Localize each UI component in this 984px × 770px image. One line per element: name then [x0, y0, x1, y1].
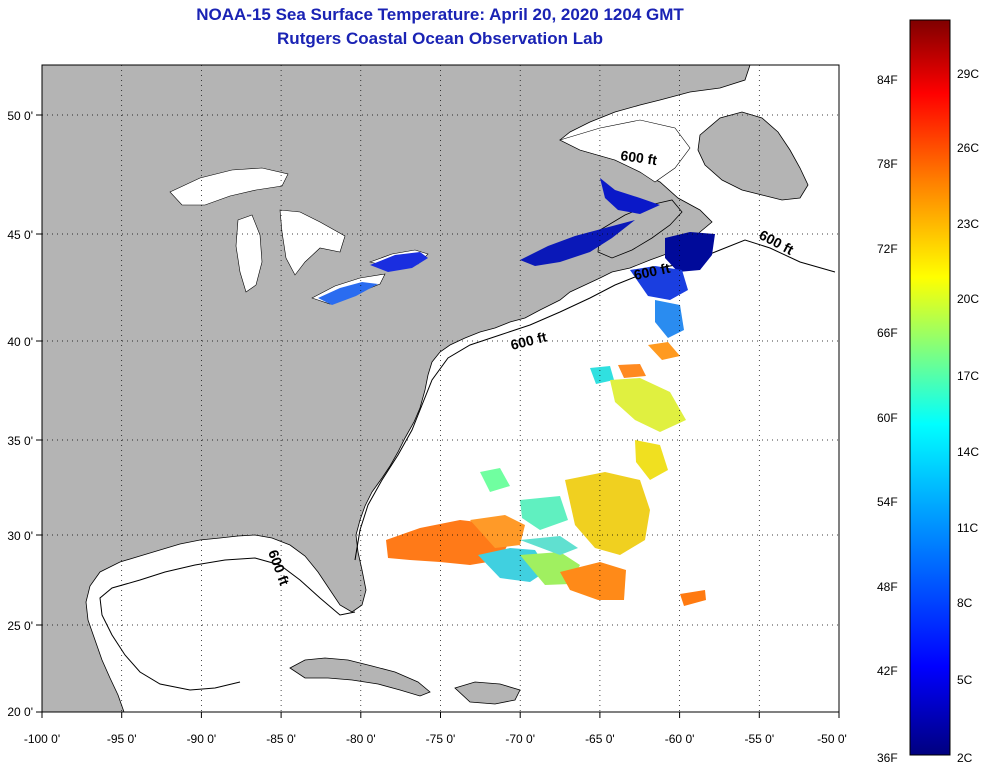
lon-tick-label: -70 0'	[505, 732, 535, 746]
hispaniola-land	[454, 681, 521, 705]
contour-label-gulf-st-lawrence: 600 ft	[620, 147, 659, 168]
lat-tick-label: 20 0'	[7, 705, 33, 719]
longitude-axis: -100 0' -95 0' -90 0' -85 0' -80 0' -75 …	[24, 712, 847, 746]
lat-tick-label: 30 0'	[7, 529, 33, 543]
lon-tick-label: -85 0'	[266, 732, 296, 746]
lon-tick-label: -55 0'	[744, 732, 774, 746]
lat-tick-label: 40 0'	[7, 335, 33, 349]
lon-tick-label: -95 0'	[107, 732, 137, 746]
lon-tick-label: -50 0'	[817, 732, 847, 746]
colorbar-c-label: 23C	[957, 217, 979, 231]
lon-tick-label: -65 0'	[585, 732, 615, 746]
lake-superior	[169, 167, 289, 206]
colorbar-f-label: 42F	[877, 664, 898, 678]
colorbar-f-label: 66F	[877, 326, 898, 340]
colorbar-c-label: 5C	[957, 673, 973, 687]
colorbar-f-label: 36F	[877, 751, 898, 765]
colorbar-c-label: 26C	[957, 141, 979, 155]
colorbar-f-label: 78F	[877, 157, 898, 171]
lat-tick-label: 25 0'	[7, 619, 33, 633]
colorbar-f-label: 72F	[877, 242, 898, 256]
contour-label-scotian-shelf: 600 ft	[632, 260, 671, 283]
colorbar-gradient	[909, 19, 951, 756]
lat-tick-label: 50 0'	[7, 109, 33, 123]
colorbar-f-label: 84F	[877, 73, 898, 87]
colorbar-f-label: 60F	[877, 411, 898, 425]
lon-tick-label: -90 0'	[187, 732, 217, 746]
lon-tick-label: -60 0'	[665, 732, 695, 746]
colorbar-f-label: 54F	[877, 495, 898, 509]
lake-huron	[279, 209, 346, 276]
cuba-land	[289, 657, 431, 697]
colorbar-c-label: 20C	[957, 292, 979, 306]
colorbar-c-label: 14C	[957, 445, 979, 459]
lat-tick-label: 45 0'	[7, 228, 33, 242]
lat-tick-label: 35 0'	[7, 434, 33, 448]
temperature-colorbar: 84F 78F 72F 66F 60F 54F 48F 42F 36F 29C …	[877, 19, 979, 765]
sst-data-patches	[318, 178, 715, 606]
isobath-atlantic	[354, 239, 836, 561]
map-title: NOAA-15 Sea Surface Temperature: April 2…	[196, 5, 684, 24]
colorbar-c-label: 8C	[957, 596, 973, 610]
colorbar-c-label: 2C	[957, 751, 973, 765]
isobath-gulf	[99, 557, 356, 691]
latitude-axis: 50 0' 45 0' 40 0' 35 0' 30 0' 25 0' 20 0…	[7, 109, 42, 719]
colorbar-f-label: 48F	[877, 580, 898, 594]
colorbar-c-label: 11C	[957, 521, 978, 535]
gulf-st-lawrence	[559, 119, 691, 183]
colorbar-c-label: 17C	[957, 369, 979, 383]
lon-tick-label: -75 0'	[426, 732, 456, 746]
lon-tick-label: -80 0'	[346, 732, 376, 746]
colorbar-c-label: 29C	[957, 67, 979, 81]
lon-tick-label: -100 0'	[24, 732, 60, 746]
map-subtitle: Rutgers Coastal Ocean Observation Lab	[277, 29, 603, 48]
